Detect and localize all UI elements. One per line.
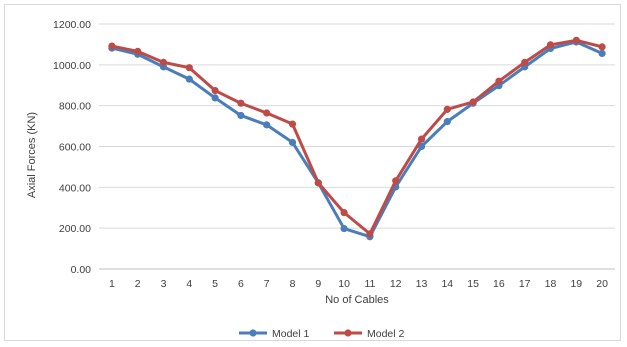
- x-tick-label: 18: [545, 278, 557, 290]
- x-tick-label: 5: [212, 278, 218, 290]
- data-point: [263, 121, 271, 129]
- data-point: [288, 120, 297, 128]
- series-group: [108, 36, 606, 241]
- data-point: [108, 42, 116, 50]
- legend-label: Model 1: [272, 328, 310, 340]
- data-point: [288, 138, 297, 147]
- data-point: [443, 105, 451, 113]
- y-tick-label: 800.00: [59, 101, 91, 113]
- data-point: [263, 109, 271, 117]
- y-axis-label: Axial Forces (KN): [26, 112, 38, 198]
- y-tick-label: 1000.00: [53, 60, 91, 72]
- data-point: [134, 47, 142, 55]
- data-point: [598, 49, 606, 58]
- data-point: [185, 64, 193, 72]
- data-point: [495, 77, 503, 85]
- x-tick-label: 17: [519, 278, 531, 290]
- legend: Model 1 Model 2: [239, 328, 405, 340]
- x-axis-label: No of Cables: [325, 294, 389, 306]
- data-point: [340, 209, 348, 217]
- data-point: [521, 58, 529, 66]
- x-tick-label: 7: [264, 278, 270, 290]
- x-tick-label: 8: [290, 278, 296, 290]
- x-tick-label: 4: [186, 278, 192, 290]
- data-point: [237, 111, 245, 120]
- data-point: [598, 43, 606, 51]
- x-tick-label: 16: [493, 278, 505, 290]
- y-tick-label: 1200.00: [53, 19, 91, 31]
- y-tick-label: 600.00: [59, 142, 91, 154]
- data-point: [546, 41, 555, 49]
- x-tick-label: 10: [338, 278, 350, 290]
- x-tick-label: 13: [416, 278, 428, 290]
- data-point: [237, 99, 245, 107]
- x-axis-ticks: 1 2 3 4 5 6 7 8 9 10 11 12 13 14 15 16 17 18 19 20: [109, 278, 608, 290]
- data-point: [211, 86, 219, 95]
- data-point: [211, 94, 219, 102]
- x-tick-label: 2: [135, 278, 141, 290]
- data-point: [417, 135, 426, 143]
- data-point: [314, 179, 322, 187]
- line-chart: 0.00 200.00 400.00 600.00 800.00 1000.00 1200.…: [26, 19, 615, 340]
- x-tick-label: 11: [364, 278, 375, 290]
- series-line-model-2: [111, 38, 603, 236]
- y-tick-label: 0.00: [71, 264, 92, 276]
- data-point: [572, 36, 580, 44]
- x-tick-label: 12: [390, 278, 402, 290]
- y-tick-label: 400.00: [59, 182, 91, 194]
- data-point: [185, 75, 193, 83]
- y-tick-label: 200.00: [59, 223, 91, 235]
- x-tick-label: 6: [238, 278, 244, 290]
- x-tick-label: 15: [467, 278, 479, 290]
- data-point: [392, 177, 400, 185]
- legend-swatch-marker: [344, 329, 352, 337]
- x-tick-label: 9: [315, 278, 321, 290]
- data-point: [159, 58, 168, 66]
- data-point: [443, 117, 451, 126]
- x-tick-label: 1: [109, 278, 115, 290]
- y-axis-ticks: 0.00 200.00 400.00 600.00 800.00 1000.00 1200.…: [53, 19, 91, 276]
- series-line-model-1: [111, 40, 603, 239]
- x-tick-label: 19: [570, 278, 582, 290]
- x-tick-label: 14: [441, 278, 453, 290]
- gridlines: [99, 23, 615, 229]
- data-point: [366, 230, 374, 238]
- data-point: [469, 98, 477, 106]
- legend-swatch-marker: [249, 329, 257, 337]
- x-tick-label: 3: [161, 278, 167, 290]
- x-tick-label: 20: [596, 278, 608, 290]
- chart-frame: 0.00 200.00 400.00 600.00 800.00 1000.00 1200.…: [4, 4, 621, 341]
- legend-label: Model 2: [367, 328, 405, 340]
- data-point: [340, 224, 348, 233]
